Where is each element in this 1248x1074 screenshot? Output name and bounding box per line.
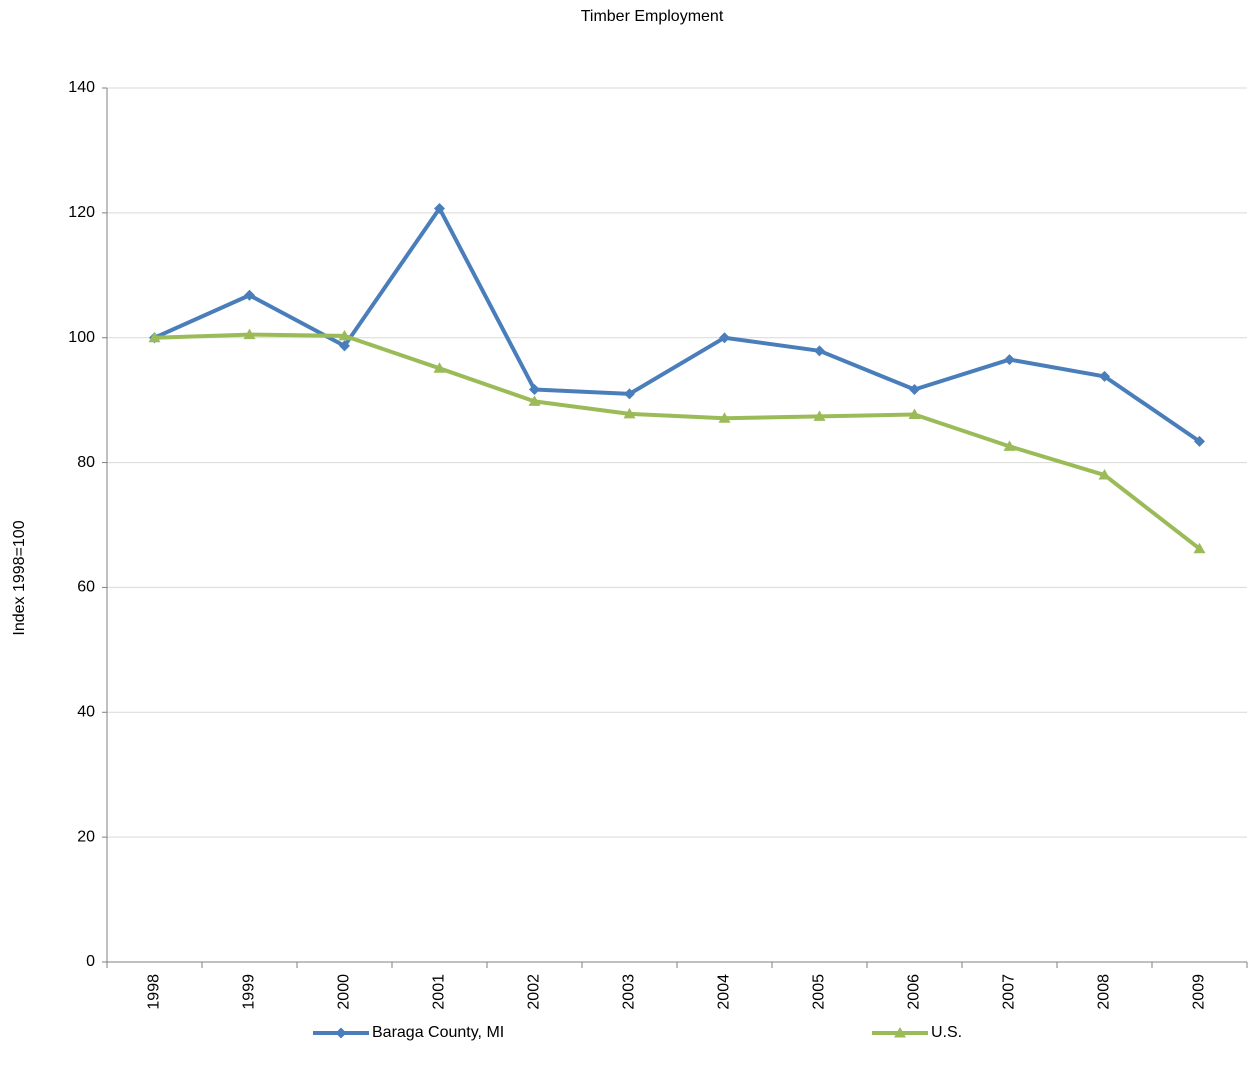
data-point — [148, 331, 161, 343]
data-point — [1193, 542, 1206, 554]
data-point — [813, 410, 826, 421]
data-point — [338, 329, 351, 341]
x-tick-label: 2000 — [336, 974, 353, 1010]
data-point — [243, 328, 256, 340]
y-tick-label: 140 — [68, 79, 95, 96]
data-point — [1004, 354, 1015, 366]
data-point — [433, 362, 446, 373]
legend-marker — [894, 1027, 906, 1038]
data-point — [814, 345, 825, 357]
data-point — [529, 384, 540, 396]
data-point — [434, 202, 445, 214]
data-point — [1098, 469, 1111, 480]
data-point — [623, 407, 636, 419]
data-point — [244, 289, 255, 301]
x-tick-label: 2008 — [1096, 974, 1113, 1010]
data-point — [1099, 370, 1110, 382]
y-tick-label: 20 — [77, 828, 95, 845]
y-tick-label: 40 — [77, 704, 95, 721]
series-line — [153, 206, 1201, 443]
data-point — [909, 384, 920, 396]
data-point — [528, 395, 541, 406]
x-tick-label: 2004 — [716, 974, 733, 1010]
x-tick-label: 2006 — [906, 974, 923, 1010]
data-point — [624, 388, 635, 400]
x-tick-label: 2007 — [1001, 974, 1018, 1010]
x-tick-label: 2001 — [431, 974, 448, 1010]
data-point — [1194, 435, 1205, 447]
data-point — [339, 340, 350, 352]
data-point — [1003, 440, 1016, 451]
chart-title: Timber Employment — [581, 8, 724, 25]
x-tick-label: 1998 — [146, 974, 163, 1010]
x-tick-label: 1999 — [241, 974, 258, 1010]
legend-marker — [335, 1027, 347, 1039]
data-point — [718, 412, 731, 423]
legend-label: U.S. — [931, 1024, 962, 1041]
legend-label: Baraga County, MI — [372, 1024, 504, 1041]
y-tick-label: 80 — [77, 454, 95, 471]
x-tick-label: 2002 — [526, 974, 543, 1010]
series-line — [154, 332, 1201, 551]
x-tick-label: 2005 — [811, 974, 828, 1010]
data-point — [908, 408, 921, 420]
y-tick-label: 60 — [77, 579, 95, 596]
x-tick-label: 2009 — [1191, 974, 1208, 1010]
x-tick-label: 2003 — [621, 974, 638, 1010]
y-tick-label: 100 — [68, 329, 95, 346]
y-tick-label: 120 — [68, 204, 95, 221]
y-axis-label: Index 1998=100 — [11, 520, 28, 635]
y-tick-label: 0 — [86, 953, 95, 970]
data-point — [719, 332, 730, 344]
